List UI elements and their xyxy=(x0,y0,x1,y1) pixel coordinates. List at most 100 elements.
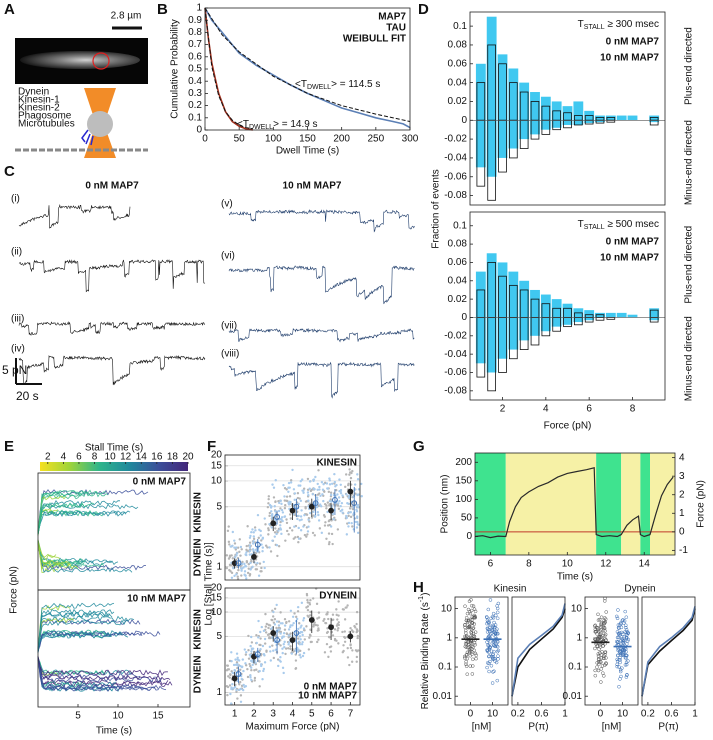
raw-point xyxy=(249,534,252,538)
raw-point xyxy=(346,646,349,650)
x-tick-label: 2 xyxy=(251,709,257,720)
raw-point xyxy=(256,513,260,517)
raw-point xyxy=(249,676,252,679)
raw-point xyxy=(294,667,297,671)
raw-point xyxy=(317,513,320,517)
raw-point xyxy=(494,660,499,665)
raw-point xyxy=(343,640,347,643)
panel-title-part: ≥ 500 msec xyxy=(605,219,659,230)
raw-point xyxy=(260,566,263,570)
raw-point xyxy=(463,656,467,660)
y-tick-label: 10 xyxy=(441,603,453,614)
raw-point xyxy=(619,638,623,643)
raw-point xyxy=(267,623,270,627)
raw-point xyxy=(281,666,285,670)
raw-point xyxy=(253,526,257,529)
raw-point xyxy=(249,561,252,565)
histogram-bar xyxy=(584,120,595,124)
mean-point xyxy=(254,651,261,658)
raw-point xyxy=(360,495,363,498)
raw-point xyxy=(243,562,246,566)
raw-point xyxy=(261,550,264,553)
raw-point xyxy=(463,634,467,639)
raw-point xyxy=(356,634,360,638)
mean-point xyxy=(308,503,315,510)
raw-point xyxy=(496,657,500,661)
raw-point xyxy=(321,488,325,491)
raw-point xyxy=(325,631,329,635)
motor-label: DYNEIN xyxy=(193,538,204,576)
x-axis-label: Force (pN) xyxy=(544,421,592,432)
position-trace xyxy=(474,467,674,539)
raw-point xyxy=(267,626,270,630)
raw-point xyxy=(492,620,496,625)
raw-point xyxy=(238,538,241,541)
raw-point xyxy=(593,668,597,673)
x-tick-label: 0.6 xyxy=(534,709,548,720)
raw-point xyxy=(285,521,289,525)
raw-point xyxy=(301,654,305,658)
raw-point xyxy=(270,510,273,513)
raw-point xyxy=(271,615,275,618)
raw-point xyxy=(624,615,629,619)
stall-trace xyxy=(37,509,99,533)
legend-entry: Microtubules xyxy=(18,119,75,130)
raw-point xyxy=(244,662,247,665)
raw-point xyxy=(234,663,238,666)
raw-point xyxy=(227,540,231,544)
mean-point xyxy=(270,630,277,636)
mean-point xyxy=(308,617,315,623)
raw-point xyxy=(348,471,352,474)
raw-point xyxy=(615,639,619,644)
raw-point xyxy=(256,561,259,565)
raw-point xyxy=(273,623,277,626)
histogram-bar xyxy=(616,312,627,318)
force-trace xyxy=(18,204,131,229)
raw-point xyxy=(232,687,235,690)
raw-point xyxy=(257,619,260,623)
raw-point xyxy=(312,625,315,628)
raw-point xyxy=(333,472,336,476)
colorbar-tick-label: 4 xyxy=(61,452,67,463)
raw-point xyxy=(464,659,468,664)
raw-point xyxy=(248,662,251,666)
raw-point xyxy=(289,479,293,482)
raw-point xyxy=(297,640,301,643)
raw-point xyxy=(350,521,353,525)
raw-point xyxy=(490,629,495,633)
raw-point xyxy=(251,663,254,667)
annotation-part: > = 114.5 s xyxy=(331,79,380,90)
plot-frame xyxy=(584,596,639,706)
raw-point xyxy=(266,505,270,509)
raw-point xyxy=(249,644,252,648)
raw-point xyxy=(307,518,310,522)
y-tick-label: 200 xyxy=(455,457,472,468)
raw-point xyxy=(305,513,309,516)
raw-point xyxy=(355,660,358,663)
raw-point xyxy=(233,574,236,578)
raw-point xyxy=(351,630,355,634)
raw-point xyxy=(624,653,628,658)
raw-point xyxy=(599,615,604,619)
histogram-bar xyxy=(649,317,660,321)
histogram-bar xyxy=(540,317,551,332)
raw-point xyxy=(599,680,603,684)
raw-point xyxy=(316,640,319,644)
raw-point xyxy=(240,548,243,551)
raw-point xyxy=(250,678,253,682)
panel-title: TSTALL ≥ 300 msec xyxy=(578,19,659,31)
mean-point xyxy=(254,541,261,548)
raw-point xyxy=(326,612,329,616)
raw-point xyxy=(307,499,310,502)
raw-point xyxy=(616,631,621,636)
raw-point xyxy=(291,624,294,627)
raw-point xyxy=(257,574,261,577)
stall-trace xyxy=(37,632,129,653)
raw-point xyxy=(227,525,230,528)
raw-point xyxy=(328,519,331,522)
raw-point xyxy=(300,643,304,646)
raw-point xyxy=(306,530,310,533)
panel-subtitle: 0 nM MAP7 xyxy=(133,477,187,488)
raw-point xyxy=(326,487,329,490)
raw-point xyxy=(332,518,335,521)
